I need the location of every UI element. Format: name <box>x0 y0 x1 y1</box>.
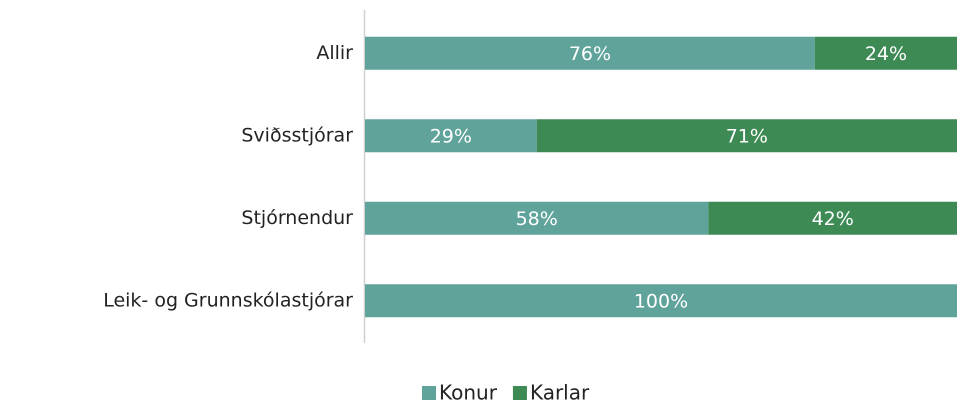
value-label: 24% <box>865 43 907 65</box>
bar-segment <box>814 36 957 70</box>
bar-segment <box>708 201 957 235</box>
y-tick-label: Sviðsstjórar <box>241 124 353 146</box>
legend-label: Karlar <box>530 381 590 405</box>
value-label: 76% <box>569 43 611 65</box>
y-tick-label: Leik- og Grunnskólastjórar <box>103 289 353 311</box>
value-label: 71% <box>726 125 768 147</box>
bar-segment <box>365 119 537 153</box>
value-label: 58% <box>516 208 558 230</box>
value-label: 100% <box>634 290 688 312</box>
value-label: 42% <box>812 208 854 230</box>
bar-segment <box>365 36 815 70</box>
legend-swatch <box>422 386 436 400</box>
value-label: 29% <box>430 125 472 147</box>
y-tick-label: Allir <box>316 42 353 64</box>
legend-label: Konur <box>439 381 498 405</box>
legend-swatch <box>512 386 527 400</box>
bar-segment <box>536 119 957 153</box>
bar-segment <box>365 201 709 235</box>
bar-segment <box>365 284 957 318</box>
y-tick-label: Stjórnendur <box>241 207 353 229</box>
